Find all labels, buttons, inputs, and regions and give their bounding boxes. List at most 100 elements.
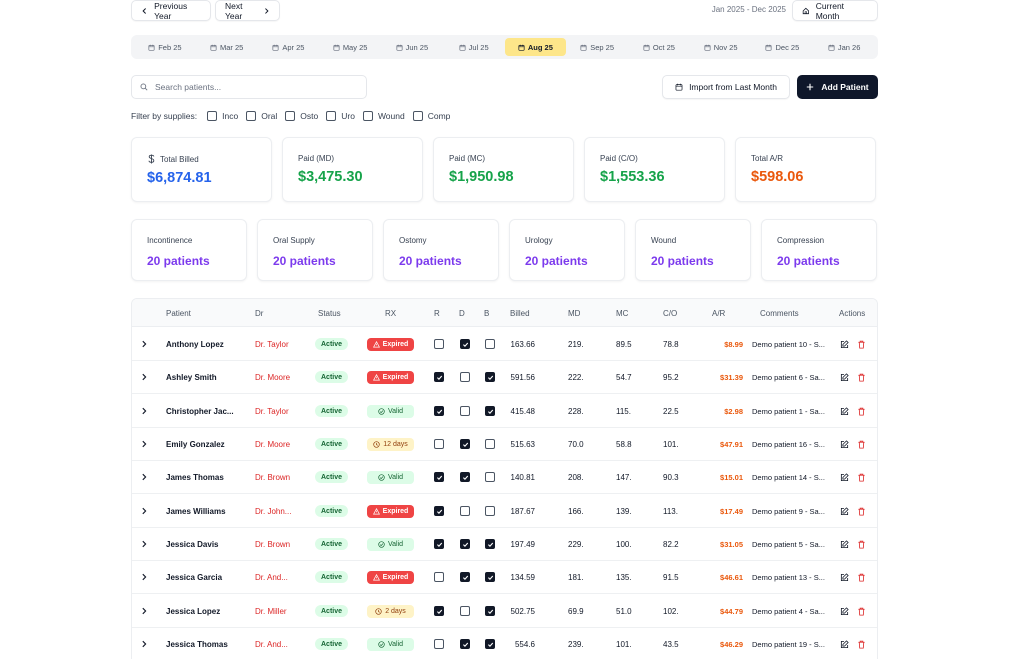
table-row[interactable]: Anthony Lopez Dr. Taylor Active Expired 163.…	[132, 328, 877, 361]
import-last-month-button[interactable]: Import from Last Month	[662, 75, 790, 99]
expand-row-button[interactable]	[140, 640, 148, 650]
filter-inco[interactable]: Inco	[207, 111, 238, 121]
filter-checkbox[interactable]	[412, 111, 423, 121]
delete-button[interactable]	[857, 607, 866, 618]
expand-row-button[interactable]	[140, 473, 148, 483]
patient-name[interactable]: James Thomas	[166, 472, 224, 482]
supply-checkbox-d[interactable]	[460, 339, 470, 349]
expand-row-button[interactable]	[140, 440, 148, 450]
supply-checkbox-b[interactable]	[485, 339, 495, 349]
table-row[interactable]: Emily Gonzalez Dr. Moore Active 12 days 515.…	[132, 428, 877, 461]
delete-button[interactable]	[857, 473, 866, 484]
category-card[interactable]: Ostomy 20 patients	[383, 219, 499, 281]
expand-row-button[interactable]	[140, 407, 148, 417]
patient-name[interactable]: Jessica Garcia	[166, 572, 223, 582]
supply-checkbox-d[interactable]	[460, 439, 470, 449]
expand-row-button[interactable]	[140, 607, 148, 617]
month-tab[interactable]: Mar 25	[196, 38, 258, 56]
supply-checkbox-b[interactable]	[485, 439, 495, 449]
filter-checkbox[interactable]	[362, 111, 373, 121]
expand-row-button[interactable]	[140, 507, 148, 517]
expand-row-button[interactable]	[140, 373, 148, 383]
month-tab[interactable]: Nov 25	[690, 38, 752, 56]
supply-checkbox-d[interactable]	[460, 372, 470, 382]
month-tab[interactable]: Jul 25	[443, 38, 505, 56]
month-tab[interactable]: Apr 25	[258, 38, 320, 56]
patient-name[interactable]: James Williams	[166, 506, 226, 516]
supply-checkbox-r[interactable]	[434, 539, 444, 549]
table-row[interactable]: Jessica Thomas Dr. And... Active Valid 554.6…	[132, 628, 877, 659]
delete-button[interactable]	[857, 340, 866, 351]
next-year-button[interactable]: Next Year	[215, 0, 280, 21]
supply-checkbox-r[interactable]	[434, 372, 444, 382]
patient-name[interactable]: Ashley Smith	[166, 372, 217, 382]
edit-button[interactable]	[840, 506, 849, 518]
supply-checkbox-b[interactable]	[485, 606, 495, 616]
supply-checkbox-r[interactable]	[434, 572, 444, 582]
supply-checkbox-d[interactable]	[460, 606, 470, 616]
filter-uro[interactable]: Uro	[326, 111, 355, 121]
patient-name[interactable]: Christopher Jac...	[166, 406, 234, 416]
table-row[interactable]: Jessica Garcia Dr. And... Active Expired 134…	[132, 561, 877, 594]
filter-oral[interactable]: Oral	[246, 111, 277, 121]
table-row[interactable]: Christopher Jac... Dr. Taylor Active Valid 4…	[132, 395, 877, 428]
supply-checkbox-d[interactable]	[460, 639, 470, 649]
delete-button[interactable]	[857, 640, 866, 651]
supply-checkbox-b[interactable]	[485, 506, 495, 516]
delete-button[interactable]	[857, 540, 866, 551]
delete-button[interactable]	[857, 440, 866, 451]
edit-button[interactable]	[840, 472, 849, 484]
filter-checkbox[interactable]	[326, 111, 337, 121]
supply-checkbox-d[interactable]	[460, 406, 470, 416]
expand-row-button[interactable]	[140, 540, 148, 550]
table-row[interactable]: Jessica Davis Dr. Brown Active Valid 197.49 2…	[132, 528, 877, 561]
supply-checkbox-r[interactable]	[434, 439, 444, 449]
category-card[interactable]: Urology 20 patients	[509, 219, 625, 281]
category-card[interactable]: Oral Supply 20 patients	[257, 219, 373, 281]
edit-button[interactable]	[840, 639, 849, 651]
supply-checkbox-b[interactable]	[485, 639, 495, 649]
current-month-button[interactable]: Current Month	[792, 0, 878, 21]
patient-name[interactable]: Jessica Thomas	[166, 639, 228, 649]
edit-button[interactable]	[840, 439, 849, 451]
table-row[interactable]: James Thomas Dr. Brown Active Valid 140.81 20…	[132, 461, 877, 494]
supply-checkbox-r[interactable]	[434, 639, 444, 649]
delete-button[interactable]	[857, 573, 866, 584]
supply-checkbox-r[interactable]	[434, 506, 444, 516]
month-tab[interactable]: Dec 25	[752, 38, 814, 56]
category-card[interactable]: Compression 20 patients	[761, 219, 877, 281]
edit-button[interactable]	[840, 406, 849, 418]
supply-checkbox-d[interactable]	[460, 572, 470, 582]
table-row[interactable]: Ashley Smith Dr. Moore Active Expired 591.56…	[132, 361, 877, 394]
supply-checkbox-r[interactable]	[434, 606, 444, 616]
edit-button[interactable]	[840, 372, 849, 384]
patient-name[interactable]: Anthony Lopez	[166, 339, 224, 349]
supply-checkbox-b[interactable]	[485, 572, 495, 582]
search-input[interactable]	[155, 82, 355, 92]
month-tab[interactable]: Aug 25	[504, 38, 567, 56]
table-row[interactable]: James Williams Dr. John... Active Expired 18…	[132, 495, 877, 528]
patient-name[interactable]: Emily Gonzalez	[166, 439, 225, 449]
edit-button[interactable]	[840, 539, 849, 551]
supply-checkbox-b[interactable]	[485, 539, 495, 549]
patient-name[interactable]: Jessica Lopez	[166, 606, 221, 616]
edit-button[interactable]	[840, 339, 849, 351]
month-tab[interactable]: Jun 25	[381, 38, 443, 56]
supply-checkbox-r[interactable]	[434, 339, 444, 349]
edit-button[interactable]	[840, 572, 849, 584]
add-patient-button[interactable]: Add Patient	[797, 75, 878, 99]
filter-wound[interactable]: Wound	[362, 111, 405, 121]
filter-checkbox[interactable]	[285, 111, 296, 121]
filter-osto[interactable]: Osto	[285, 111, 318, 121]
supply-checkbox-d[interactable]	[460, 539, 470, 549]
filter-comp[interactable]: Comp	[412, 111, 450, 121]
expand-row-button[interactable]	[140, 340, 148, 350]
month-tab[interactable]: Jan 26	[813, 38, 875, 56]
supply-checkbox-b[interactable]	[485, 406, 495, 416]
month-tab[interactable]: Feb 25	[134, 38, 196, 56]
table-row[interactable]: Jessica Lopez Dr. Miller Active 2 days 502.7…	[132, 595, 877, 628]
delete-button[interactable]	[857, 507, 866, 518]
delete-button[interactable]	[857, 373, 866, 384]
supply-checkbox-r[interactable]	[434, 472, 444, 482]
supply-checkbox-d[interactable]	[460, 472, 470, 482]
